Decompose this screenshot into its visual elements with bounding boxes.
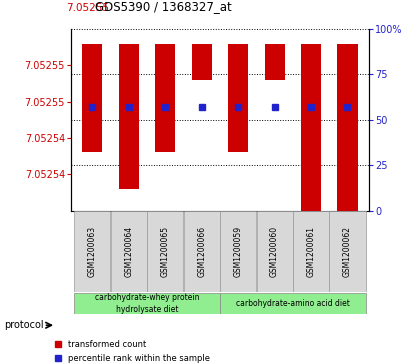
Text: GSM1200063: GSM1200063 — [88, 226, 97, 277]
Bar — [192, 44, 212, 80]
Text: percentile rank within the sample: percentile rank within the sample — [68, 354, 210, 363]
Bar — [147, 211, 183, 292]
Text: GSM1200062: GSM1200062 — [343, 226, 352, 277]
Bar — [119, 44, 139, 189]
Text: GSM1200059: GSM1200059 — [234, 226, 243, 277]
Bar — [265, 44, 285, 80]
Text: protocol: protocol — [4, 320, 44, 330]
Text: carbohydrate-whey protein
hydrolysate diet: carbohydrate-whey protein hydrolysate di… — [95, 293, 199, 314]
Bar — [184, 211, 220, 292]
Bar — [155, 44, 175, 152]
Bar — [220, 211, 256, 292]
Bar — [301, 44, 321, 211]
Text: GSM1200065: GSM1200065 — [161, 226, 170, 277]
Text: GSM1200061: GSM1200061 — [307, 226, 315, 277]
Bar — [293, 211, 329, 292]
Bar — [256, 211, 293, 292]
Bar — [111, 211, 147, 292]
Bar — [220, 293, 366, 314]
Text: GSM1200064: GSM1200064 — [124, 226, 133, 277]
Text: 7.05255: 7.05255 — [66, 3, 110, 13]
Bar — [337, 44, 357, 211]
Bar — [74, 211, 110, 292]
Bar — [330, 211, 366, 292]
Text: transformed count: transformed count — [68, 340, 147, 348]
Bar — [228, 44, 248, 152]
Bar — [83, 44, 103, 152]
Text: carbohydrate-amino acid diet: carbohydrate-amino acid diet — [236, 299, 350, 308]
Text: GSM1200060: GSM1200060 — [270, 226, 279, 277]
Text: GDS5390 / 1368327_at: GDS5390 / 1368327_at — [95, 0, 232, 13]
Text: GSM1200066: GSM1200066 — [197, 226, 206, 277]
Bar — [74, 293, 220, 314]
